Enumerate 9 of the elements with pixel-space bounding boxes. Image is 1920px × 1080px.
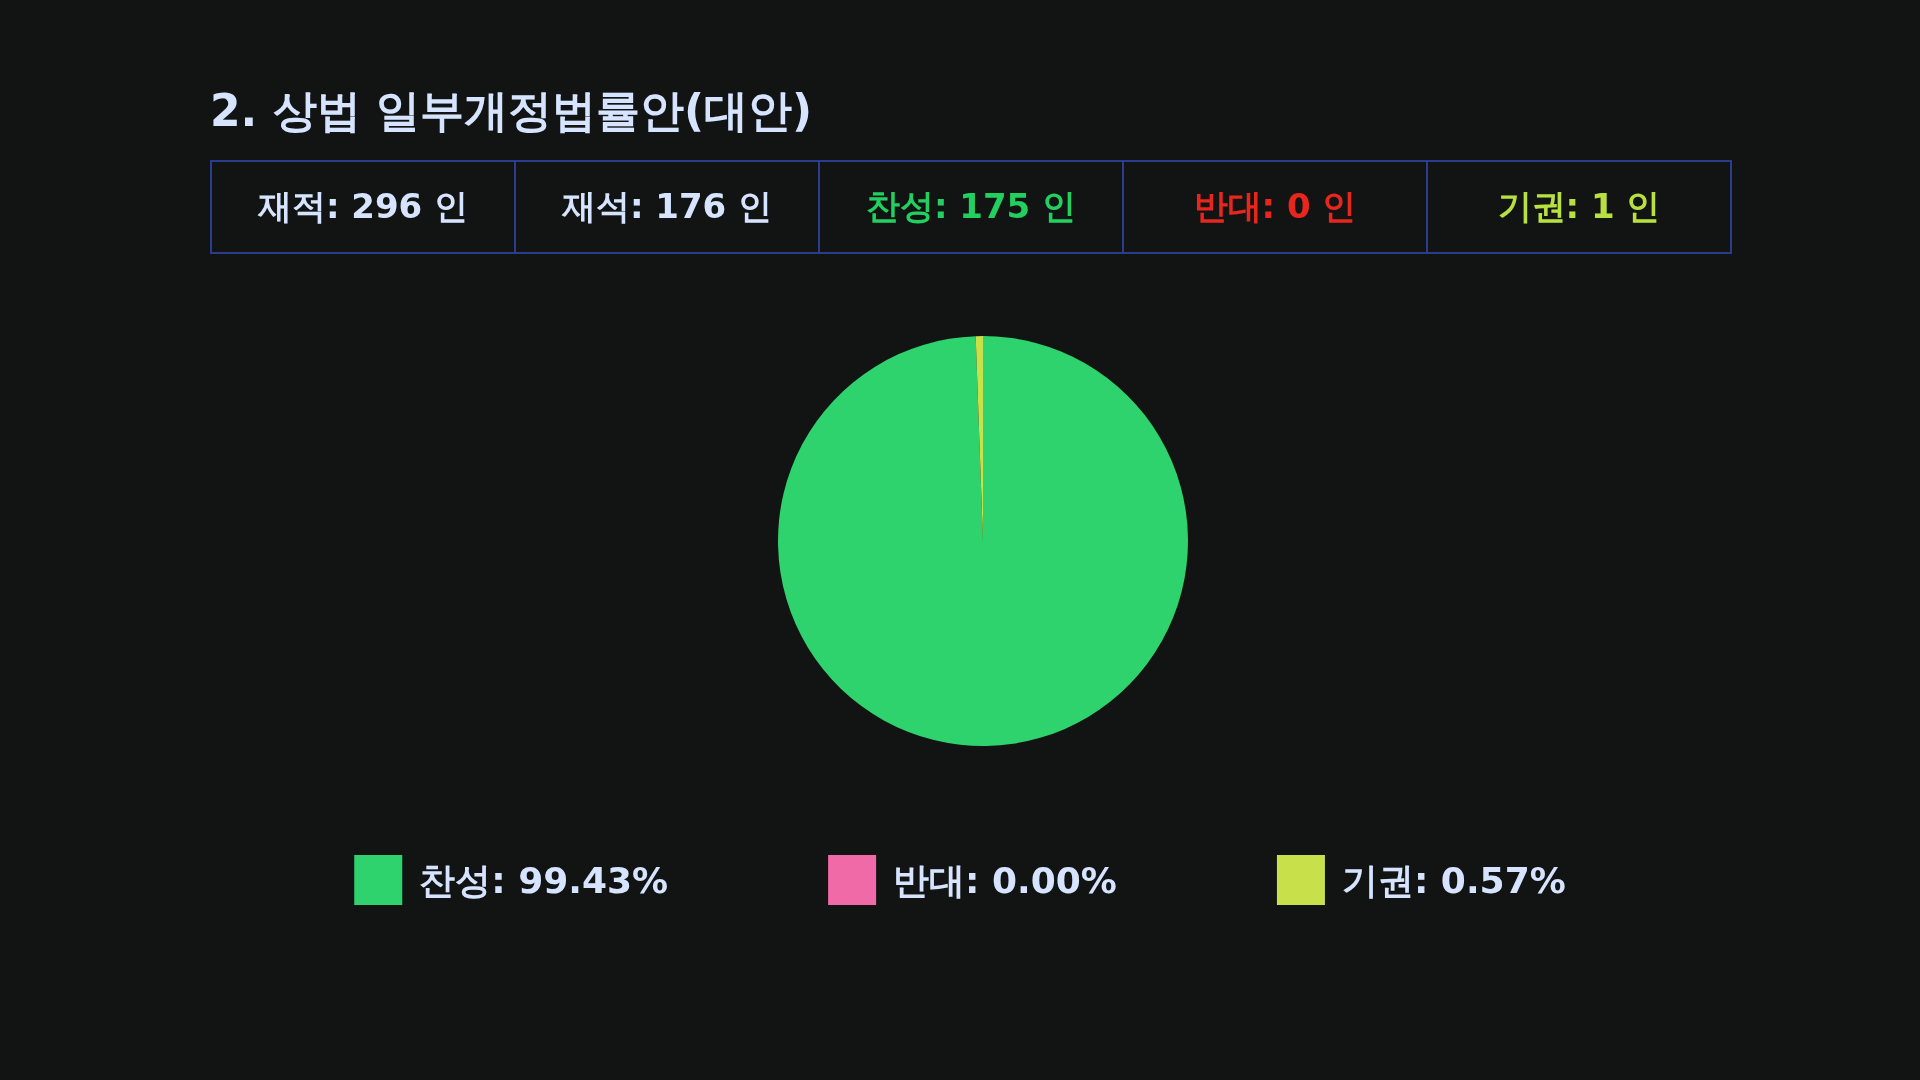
chart-title: 2. 상법 일부개정법률안(대안) [210, 84, 813, 138]
text: 재석: 176 인 [561, 185, 773, 228]
text: 반대: 0 인 [1193, 185, 1357, 228]
text: 재적: 296 인 [257, 185, 469, 228]
text: 찬성: 175 인 [865, 185, 1077, 228]
legend-label: 찬성: 99.43% [419, 859, 669, 901]
text: 기권: 1 인 [1497, 185, 1661, 228]
legend-label: 반대: 0.00% [893, 859, 1117, 901]
legend-label: 기권: 0.57% [1341, 859, 1566, 901]
